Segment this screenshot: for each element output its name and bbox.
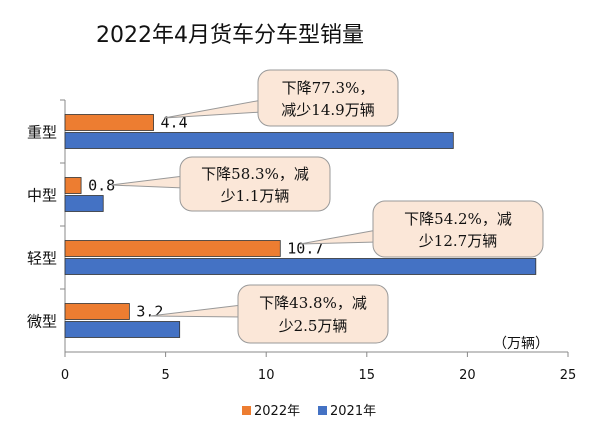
legend-swatch-1 xyxy=(318,406,327,415)
category-label: 轻型 xyxy=(27,250,57,268)
bar-2022-2 xyxy=(64,240,281,257)
plot-area: 0 5 10 15 20 25重型4.4中型0.8轻型10.7微型3.2下降77.3%，减… xyxy=(27,69,577,383)
x-tick-label: 15 xyxy=(359,368,376,383)
callout-3: 下降43.8%，减少2.5万辆 xyxy=(149,284,389,344)
callout-text-line: 少12.7万辆 xyxy=(419,232,497,250)
legend-label: 2021年 xyxy=(330,404,376,419)
callout-text-line: 下降77.3%， xyxy=(282,79,375,97)
callout-pointer xyxy=(110,175,185,189)
category-label: 重型 xyxy=(27,124,57,142)
unit-label: （万辆） xyxy=(493,336,549,352)
callout-pointer xyxy=(149,304,243,318)
legend-label: 2022年 xyxy=(254,404,300,419)
bar-2022-0 xyxy=(64,114,154,131)
bar-2021-3 xyxy=(64,321,181,338)
callout-text-line: 下降58.3%，减 xyxy=(201,165,309,183)
x-tick-label: 20 xyxy=(459,368,476,383)
x-tick-label: 5 xyxy=(161,368,169,383)
category-label: 中型 xyxy=(27,187,57,205)
bar-2021-2 xyxy=(64,258,537,275)
legend-swatch-0 xyxy=(242,406,251,415)
bar-2021-1 xyxy=(64,195,104,212)
chart-title: 2022年4月货车分车型销量 xyxy=(96,23,364,48)
callout-pointer xyxy=(163,99,263,119)
bar-2021-0 xyxy=(64,132,454,149)
callout-text-line: 少2.5万辆 xyxy=(279,317,348,335)
x-tick-label: 0 xyxy=(61,368,69,383)
data-label: 0.8 xyxy=(88,177,115,195)
category-label: 微型 xyxy=(27,313,57,331)
callout-pointer xyxy=(299,229,378,245)
callout-text-line: 下降54.2%，减 xyxy=(404,210,512,228)
data-label: 3.2 xyxy=(136,303,163,321)
callout-box xyxy=(257,69,399,127)
callout-box xyxy=(372,200,544,258)
callout-text-line: 下降43.8%，减 xyxy=(259,294,367,312)
callout-text-line: 减少14.9万辆 xyxy=(281,101,374,119)
bar-2022-3 xyxy=(64,303,130,320)
x-tick-label: 10 xyxy=(258,368,275,383)
legend: 2022年 2021年 xyxy=(242,404,376,419)
callout-0: 下降77.3%， 减少14.9万辆 xyxy=(163,69,399,127)
callout-1: 下降58.3%，减少1.1万辆 xyxy=(110,156,331,212)
x-tick-label: 25 xyxy=(560,368,577,383)
callout-box xyxy=(179,156,331,212)
callout-text-line: 少1.1万辆 xyxy=(221,187,290,205)
bar-2022-1 xyxy=(64,177,82,194)
callout-box xyxy=(237,284,389,344)
